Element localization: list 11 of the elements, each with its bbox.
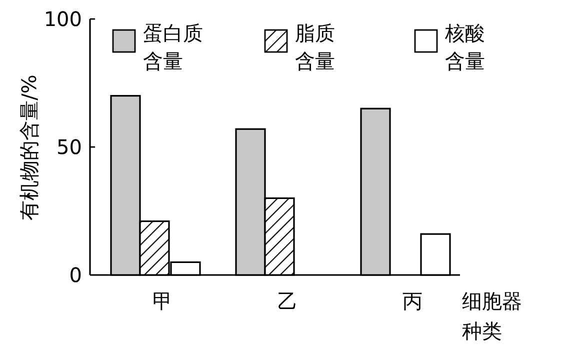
legend-label: 蛋白质含量 (143, 21, 203, 73)
x-tick-label: 丙 (402, 289, 422, 313)
legend-label: 脂质含量 (295, 21, 335, 73)
y-axis-title: 有机物的含量/% (17, 74, 41, 220)
x-axis-title: 细胞器种类 (462, 289, 522, 343)
y-tick-label: 0 (69, 263, 82, 287)
x-tick-label: 甲 (152, 289, 172, 313)
y-tick-label: 100 (44, 7, 82, 31)
legend-label: 核酸含量 (444, 21, 485, 73)
x-tick-label: 乙 (278, 289, 298, 313)
y-tick-label: 50 (56, 135, 82, 159)
